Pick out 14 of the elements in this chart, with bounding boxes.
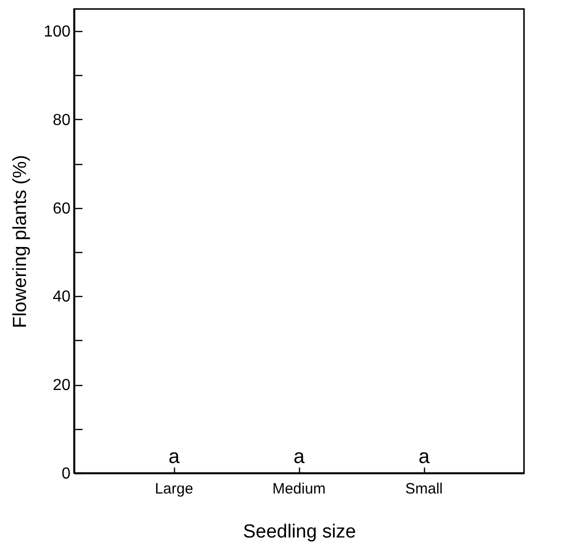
y-tick-label: 0 [62,466,71,482]
x-tick-label: Small [405,480,443,498]
x-tick-label: Large [154,480,194,498]
y-tick-label: 40 [52,288,71,306]
y-tick-label: 60 [52,200,71,218]
annotation: a [168,446,180,468]
y-tick-label: 100 [44,24,71,41]
y-tick-label: 80 [52,112,71,129]
y-axis-title: Flowering plants (%) [10,154,31,328]
x-axis-title: Seedling size [242,522,356,542]
annotation: a [418,446,430,468]
y-tick-label: 20 [52,377,71,394]
annotation: a [293,446,306,468]
x-tick-label: Medium [272,480,326,498]
